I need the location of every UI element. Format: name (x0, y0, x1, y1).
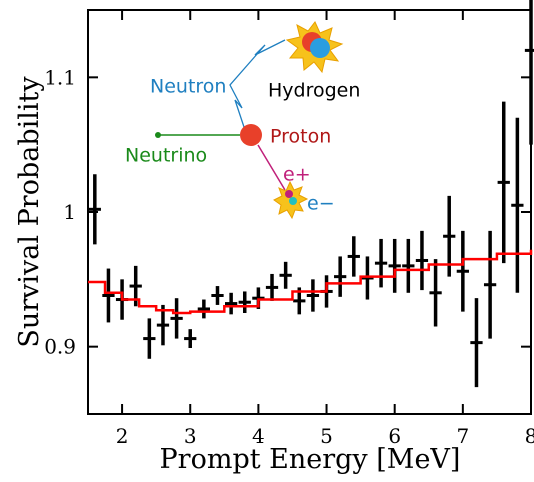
annotation: Proton (270, 126, 331, 148)
annotation: Hydrogen (268, 80, 360, 102)
y-tick-label: 1 (63, 200, 76, 224)
y-axis-label: Survival Probability (14, 76, 45, 348)
x-tick-label: 8 (525, 424, 534, 448)
model-line (88, 249, 533, 315)
annotation: Neutrino (125, 145, 207, 167)
x-tick-label: 3 (184, 424, 197, 448)
positron-path (257, 144, 286, 191)
annotation: Neutron (150, 76, 226, 98)
y-tick-label: 0.9 (44, 335, 76, 359)
x-tick-label: 5 (320, 424, 333, 448)
proton (240, 124, 262, 146)
x-tick-label: 6 (388, 424, 401, 448)
x-axis-label: Prompt Energy [MeV] (160, 444, 461, 475)
y-tick-label: 1.1 (44, 65, 76, 89)
x-tick-label: 2 (116, 424, 129, 448)
neutrino-dot (155, 132, 161, 138)
positron (285, 190, 293, 198)
neutron-path (229, 39, 286, 131)
hydrogen-neutron (310, 38, 330, 58)
x-tick-label: 4 (252, 424, 265, 448)
annotation: e+ (283, 164, 311, 186)
annotation: e− (307, 193, 335, 215)
inset-diagram (155, 21, 344, 220)
x-tick-label: 7 (456, 424, 469, 448)
electron (289, 197, 297, 205)
